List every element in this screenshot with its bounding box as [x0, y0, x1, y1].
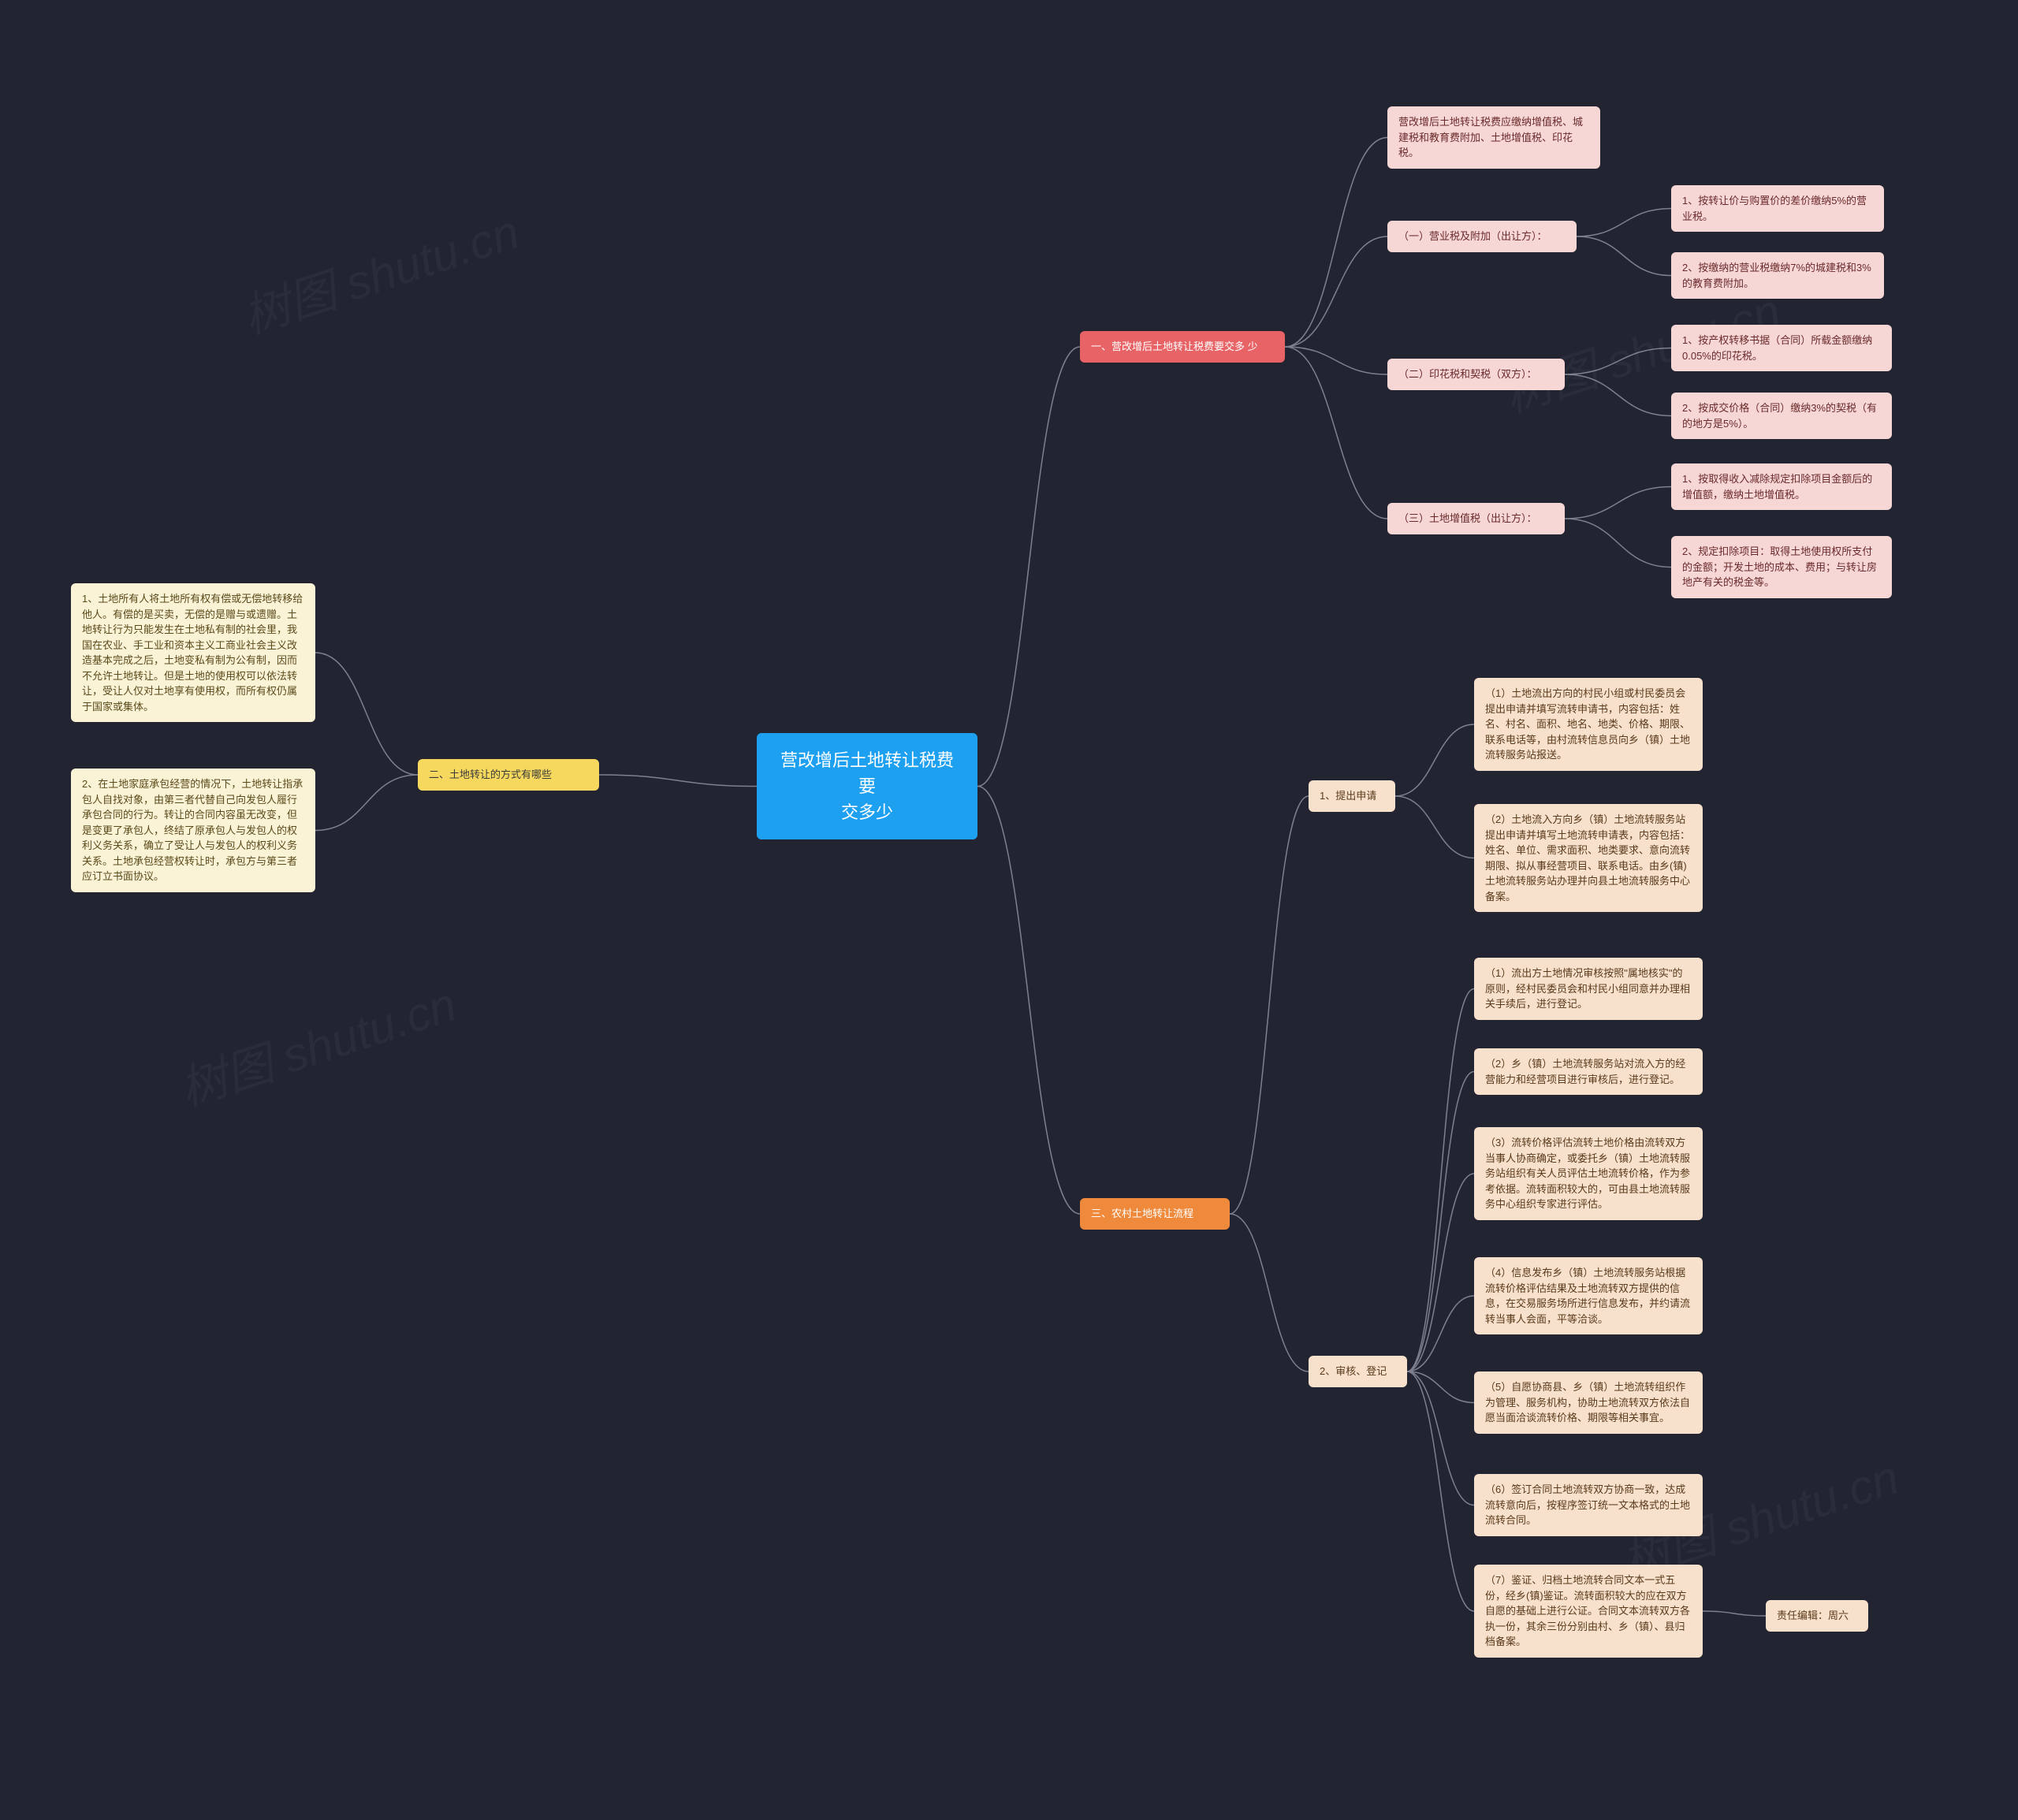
mindmap-node[interactable]: （三）土地增值税（出让方）：: [1387, 503, 1565, 534]
mindmap-node[interactable]: 2、规定扣除项目：取得土地使用权所支付的金额；开发土地的成本、费用；与转让房地产…: [1671, 536, 1892, 598]
watermark: 树图 shutu.cn: [233, 194, 527, 348]
mindmap-node[interactable]: （一）营业税及附加（出让方）：: [1387, 221, 1577, 252]
mindmap-node[interactable]: 1、土地所有人将土地所有权有偿或无偿地转移给他人。有偿的是买卖，无偿的是赠与或遗…: [71, 583, 315, 722]
mindmap-node[interactable]: （4）信息发布乡（镇）土地流转服务站根据流转价格评估结果及土地流转双方提供的信息…: [1474, 1257, 1703, 1334]
mindmap-node[interactable]: 2、按缴纳的营业税缴纳7%的城建税和3%的教育费附加。: [1671, 252, 1884, 299]
mindmap-node[interactable]: （7）鉴证、归档土地流转合同文本一式五份，经乡(镇)鉴证。流转面积较大的应在双方…: [1474, 1565, 1703, 1658]
mindmap-node[interactable]: 1、按产权转移书据（合同）所载金额缴纳0.05%的印花税。: [1671, 325, 1892, 371]
mindmap-node[interactable]: 二、土地转让的方式有哪些: [418, 759, 599, 791]
mindmap-node[interactable]: 1、提出申请: [1309, 780, 1395, 812]
mindmap-node[interactable]: （2）乡（镇）土地流转服务站对流入方的经营能力和经营项目进行审核后，进行登记。: [1474, 1048, 1703, 1095]
mindmap-node[interactable]: 2、审核、登记: [1309, 1356, 1407, 1387]
mindmap-node[interactable]: （1）土地流出方向的村民小组或村民委员会提出申请并填写流转申请书，内容包括：姓名…: [1474, 678, 1703, 771]
mindmap-node[interactable]: （1）流出方土地情况审核按照"属地核实"的原则，经村民委员会和村民小组同意并办理…: [1474, 958, 1703, 1020]
mindmap-node[interactable]: 责任编辑：周六: [1766, 1600, 1868, 1632]
mindmap-node[interactable]: （6）签订合同土地流转双方协商一致，达成流转意向后，按程序签订统一文本格式的土地…: [1474, 1474, 1703, 1536]
mindmap-node[interactable]: 一、营改增后土地转让税费要交多 少: [1080, 331, 1285, 363]
mindmap-node[interactable]: （3）流转价格评估流转土地价格由流转双方当事人协商确定，或委托乡（镇）土地流转服…: [1474, 1127, 1703, 1220]
mindmap-node[interactable]: 2、按成交价格（合同）缴纳3%的契税（有的地方是5%）。: [1671, 393, 1892, 439]
mindmap-node[interactable]: 营改增后土地转让税费应缴纳增值税、城建税和教育费附加、土地增值税、印花税。: [1387, 106, 1600, 169]
mindmap-node[interactable]: 1、按取得收入减除规定扣除项目金额后的增值额，缴纳土地增值税。: [1671, 463, 1892, 510]
mindmap-node[interactable]: （二）印花税和契税（双方）：: [1387, 359, 1565, 390]
mindmap-root[interactable]: 营改增后土地转让税费要交多少: [757, 733, 977, 839]
mindmap-node[interactable]: （2）土地流入方向乡（镇）土地流转服务站提出申请并填写土地流转申请表，内容包括：…: [1474, 804, 1703, 912]
mindmap-node[interactable]: 1、按转让价与购置价的差价缴纳5%的营业税。: [1671, 185, 1884, 232]
mindmap-canvas: 树图 shutu.cn 树图 shutu.cn 树图 shutu.cn 树图 s…: [0, 0, 2018, 1820]
mindmap-node[interactable]: （5）自愿协商县、乡（镇）土地流转组织作为管理、服务机构，协助土地流转双方依法自…: [1474, 1372, 1703, 1434]
mindmap-node[interactable]: 三、农村土地转让流程: [1080, 1198, 1230, 1230]
mindmap-node[interactable]: 2、在土地家庭承包经营的情况下，土地转让指承包人自找对象，由第三者代替自己向发包…: [71, 769, 315, 892]
watermark: 树图 shutu.cn: [169, 966, 464, 1120]
